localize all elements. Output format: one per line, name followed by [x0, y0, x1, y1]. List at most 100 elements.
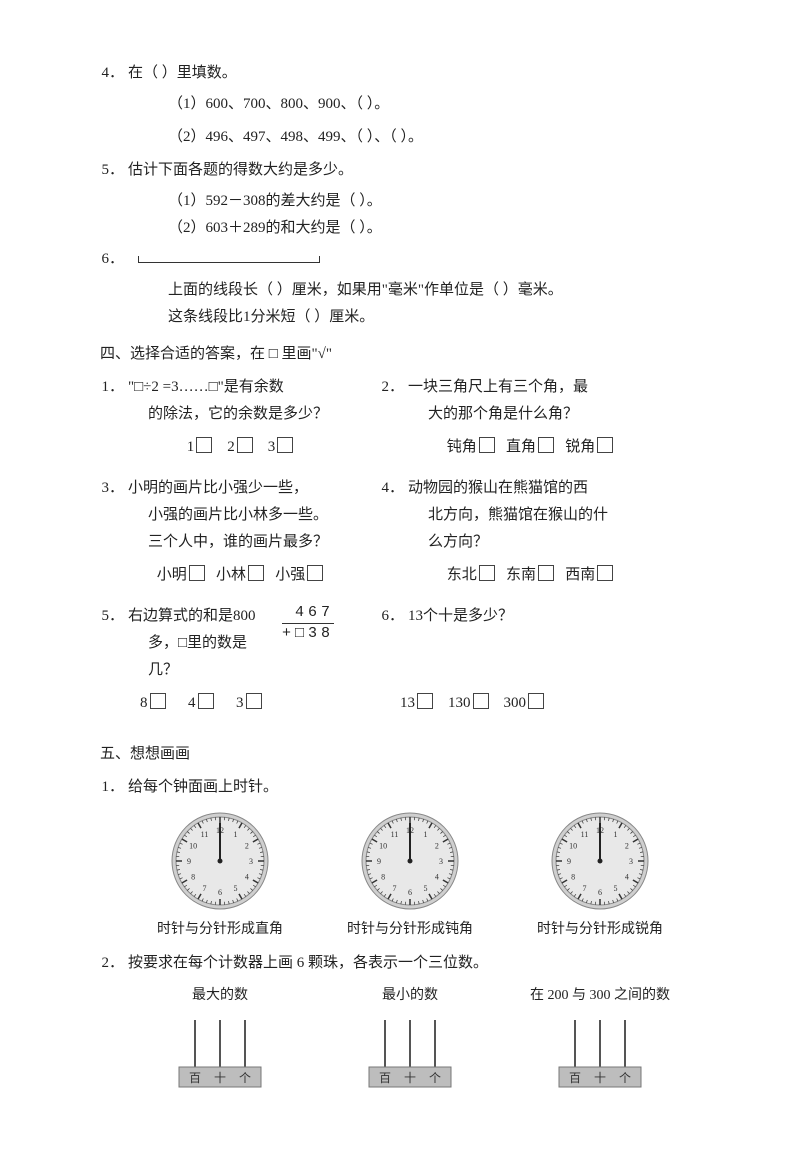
svg-text:2: 2 [245, 842, 249, 851]
svg-text:个: 个 [619, 1071, 631, 1085]
s4-q5-c1: 8 [140, 695, 148, 711]
s4-q4-t1: 动物园的猴山在熊猫馆的西 [408, 480, 588, 496]
svg-text:8: 8 [191, 873, 195, 882]
addend1: 467 [282, 603, 334, 623]
s4-q3-num: 3． [100, 475, 124, 502]
checkbox[interactable] [237, 437, 253, 453]
q4-sub1: （1）600、700、800、900、（ ）。 [168, 91, 700, 118]
svg-text:5: 5 [614, 884, 618, 893]
s5-q1-num: 1． [100, 774, 124, 801]
q6-line2: 这条线段比1分米短（ ）厘米。 [168, 304, 700, 331]
s4-q6-c2: 130 [448, 695, 471, 711]
svg-text:百: 百 [189, 1071, 201, 1085]
section4-title: 四、选择合适的答案，在 □ 里画"√" [100, 341, 700, 368]
checkbox[interactable] [597, 437, 613, 453]
clock-caption: 时针与分针形成直角 [140, 917, 300, 942]
checkbox[interactable] [479, 565, 495, 581]
q5-sub1: （1）592－308的差大约是（ ）。 [168, 188, 700, 215]
svg-text:8: 8 [571, 873, 575, 882]
q5-num: 5． [100, 157, 124, 184]
checkbox[interactable] [417, 693, 433, 709]
s4-q1-c3: 3 [268, 439, 276, 455]
svg-text:7: 7 [583, 884, 587, 893]
checkbox[interactable] [246, 693, 262, 709]
svg-text:3: 3 [249, 857, 253, 866]
svg-text:4: 4 [435, 873, 439, 882]
clock-caption: 时针与分针形成钝角 [330, 917, 490, 942]
s4-q4-t3: 么方向？ [428, 529, 680, 556]
svg-text:百: 百 [379, 1071, 391, 1085]
svg-text:11: 11 [581, 830, 589, 839]
checkbox[interactable] [150, 693, 166, 709]
checkbox[interactable] [473, 693, 489, 709]
checkbox[interactable] [597, 565, 613, 581]
svg-text:10: 10 [189, 842, 197, 851]
abacus-caption: 在 200 与 300 之间的数 [520, 983, 680, 1008]
svg-text:9: 9 [187, 857, 191, 866]
checkbox[interactable] [528, 693, 544, 709]
s4-q1-num: 1． [100, 374, 124, 401]
s4-q3-c3: 小强 [275, 567, 305, 583]
clock-icon: 123456789101112 [170, 811, 270, 911]
clock-caption: 时针与分针形成锐角 [520, 917, 680, 942]
q5: 5．估计下面各题的得数大约是多少。 [100, 157, 700, 184]
counter-icon: 百十个 [545, 1012, 655, 1092]
svg-text:10: 10 [379, 842, 387, 851]
checkbox[interactable] [307, 565, 323, 581]
clocks-row: 123456789101112 时针与分针形成直角 12345678910111… [140, 811, 700, 942]
s4-q4-c2: 东南 [506, 567, 536, 583]
svg-text:11: 11 [391, 830, 399, 839]
s4-q5-c3: 3 [236, 695, 244, 711]
s4-q1-t2: 的除法，它的余数是多少？ [148, 401, 380, 428]
svg-text:6: 6 [218, 888, 222, 897]
s4-q3-t1: 小明的画片比小强少一些， [128, 480, 308, 496]
svg-text:5: 5 [234, 884, 238, 893]
svg-text:1: 1 [614, 830, 618, 839]
svg-text:4: 4 [245, 873, 249, 882]
s4-q5-t1: 右边算式的和是800 [128, 608, 256, 624]
s4-q3-c2: 小林 [216, 567, 246, 583]
abacus-caption: 最小的数 [330, 983, 490, 1008]
s4-q3-c1: 小明 [157, 567, 187, 583]
svg-text:3: 3 [629, 857, 633, 866]
s4-q1-c1: 1 [187, 439, 195, 455]
svg-text:个: 个 [429, 1071, 441, 1085]
checkbox[interactable] [196, 437, 212, 453]
vertical-addition: 467 +□38 [282, 603, 334, 684]
abacus-caption: 最大的数 [140, 983, 300, 1008]
s4-q6-c1: 13 [400, 695, 415, 711]
s4-q2-c3: 锐角 [565, 439, 595, 455]
checkbox[interactable] [248, 565, 264, 581]
svg-text:2: 2 [625, 842, 629, 851]
svg-text:8: 8 [381, 873, 385, 882]
svg-text:2: 2 [435, 842, 439, 851]
svg-text:4: 4 [625, 873, 629, 882]
s5-q2-title: 按要求在每个计数器上画 6 颗珠，各表示一个三位数。 [128, 955, 488, 971]
svg-text:6: 6 [408, 888, 412, 897]
abacus-row: 最大的数 百十个 最小的数 百十个 在 200 与 300 之间的数 百十个 [140, 983, 700, 1092]
q5-sub2: （2）603＋289的和大约是（ ）。 [168, 215, 700, 242]
checkbox[interactable] [538, 437, 554, 453]
checkbox[interactable] [277, 437, 293, 453]
svg-text:个: 个 [239, 1071, 251, 1085]
clock-icon: 123456789101112 [360, 811, 460, 911]
checkbox[interactable] [479, 437, 495, 453]
svg-text:十: 十 [594, 1071, 606, 1085]
s4-q2-c1: 钝角 [447, 439, 477, 455]
checkbox[interactable] [538, 565, 554, 581]
counter-icon: 百十个 [355, 1012, 465, 1092]
s4-q5-c2: 4 [188, 695, 196, 711]
q6-num: 6． [100, 246, 124, 273]
checkbox[interactable] [198, 693, 214, 709]
q6: 6． [100, 246, 700, 273]
checkbox[interactable] [189, 565, 205, 581]
s5-q1-title: 给每个钟面画上时针。 [128, 779, 278, 795]
s4-q6-t1: 13个十是多少？ [408, 608, 513, 624]
svg-text:10: 10 [569, 842, 577, 851]
svg-text:1: 1 [424, 830, 428, 839]
q4: 4．在（ ）里填数。 [100, 60, 700, 87]
svg-text:十: 十 [214, 1071, 226, 1085]
s4-q4-num: 4． [380, 475, 404, 502]
svg-text:11: 11 [201, 830, 209, 839]
addend2: +□38 [282, 623, 334, 644]
